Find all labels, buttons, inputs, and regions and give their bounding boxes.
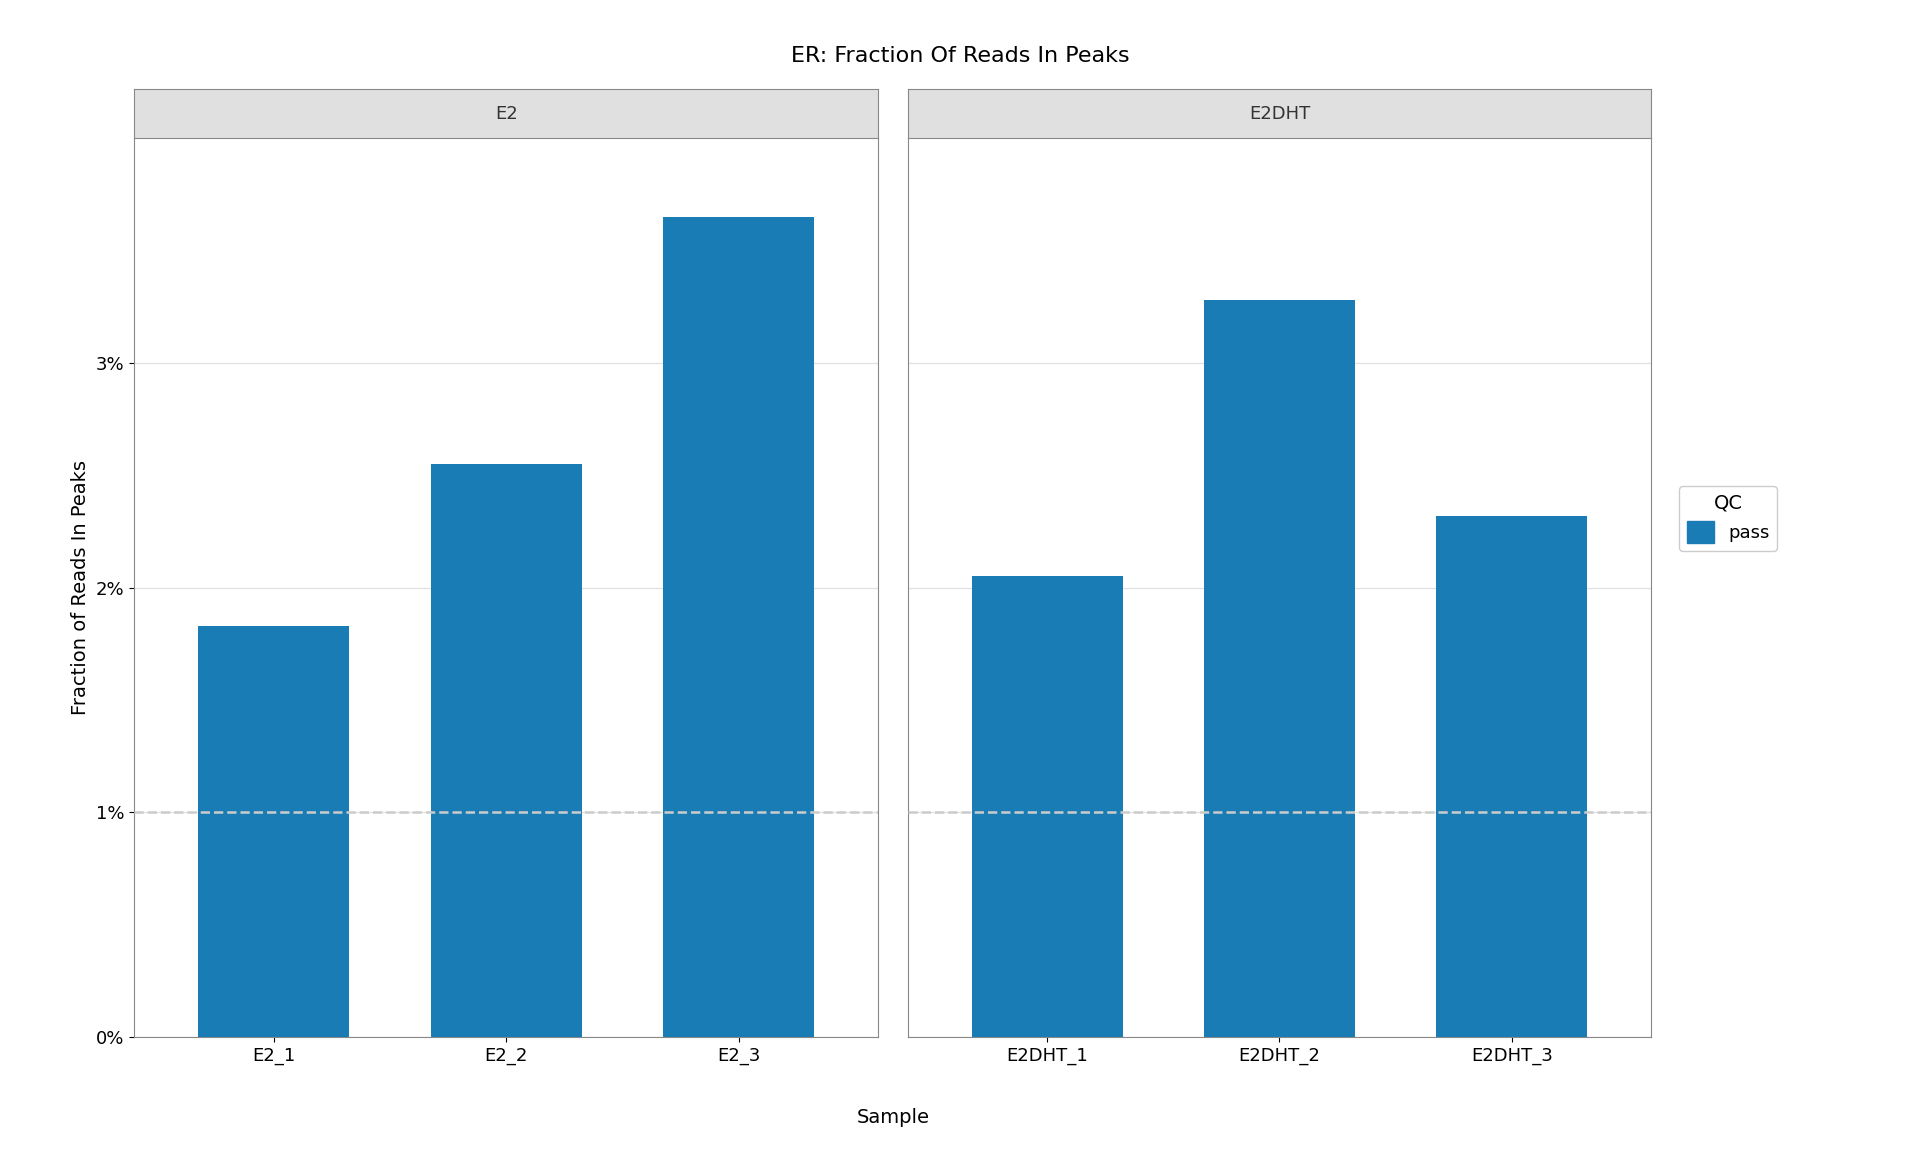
Bar [972, 576, 1123, 1037]
Bar [198, 626, 349, 1037]
Legend: pass: pass [1680, 486, 1776, 551]
Text: Sample: Sample [856, 1108, 929, 1127]
Bar [430, 464, 582, 1037]
Y-axis label: Fraction of Reads In Peaks: Fraction of Reads In Peaks [71, 460, 90, 715]
Text: ER: Fraction Of Reads In Peaks: ER: Fraction Of Reads In Peaks [791, 46, 1129, 66]
Bar [1204, 300, 1356, 1037]
Bar [1436, 516, 1588, 1037]
Bar [662, 217, 814, 1037]
